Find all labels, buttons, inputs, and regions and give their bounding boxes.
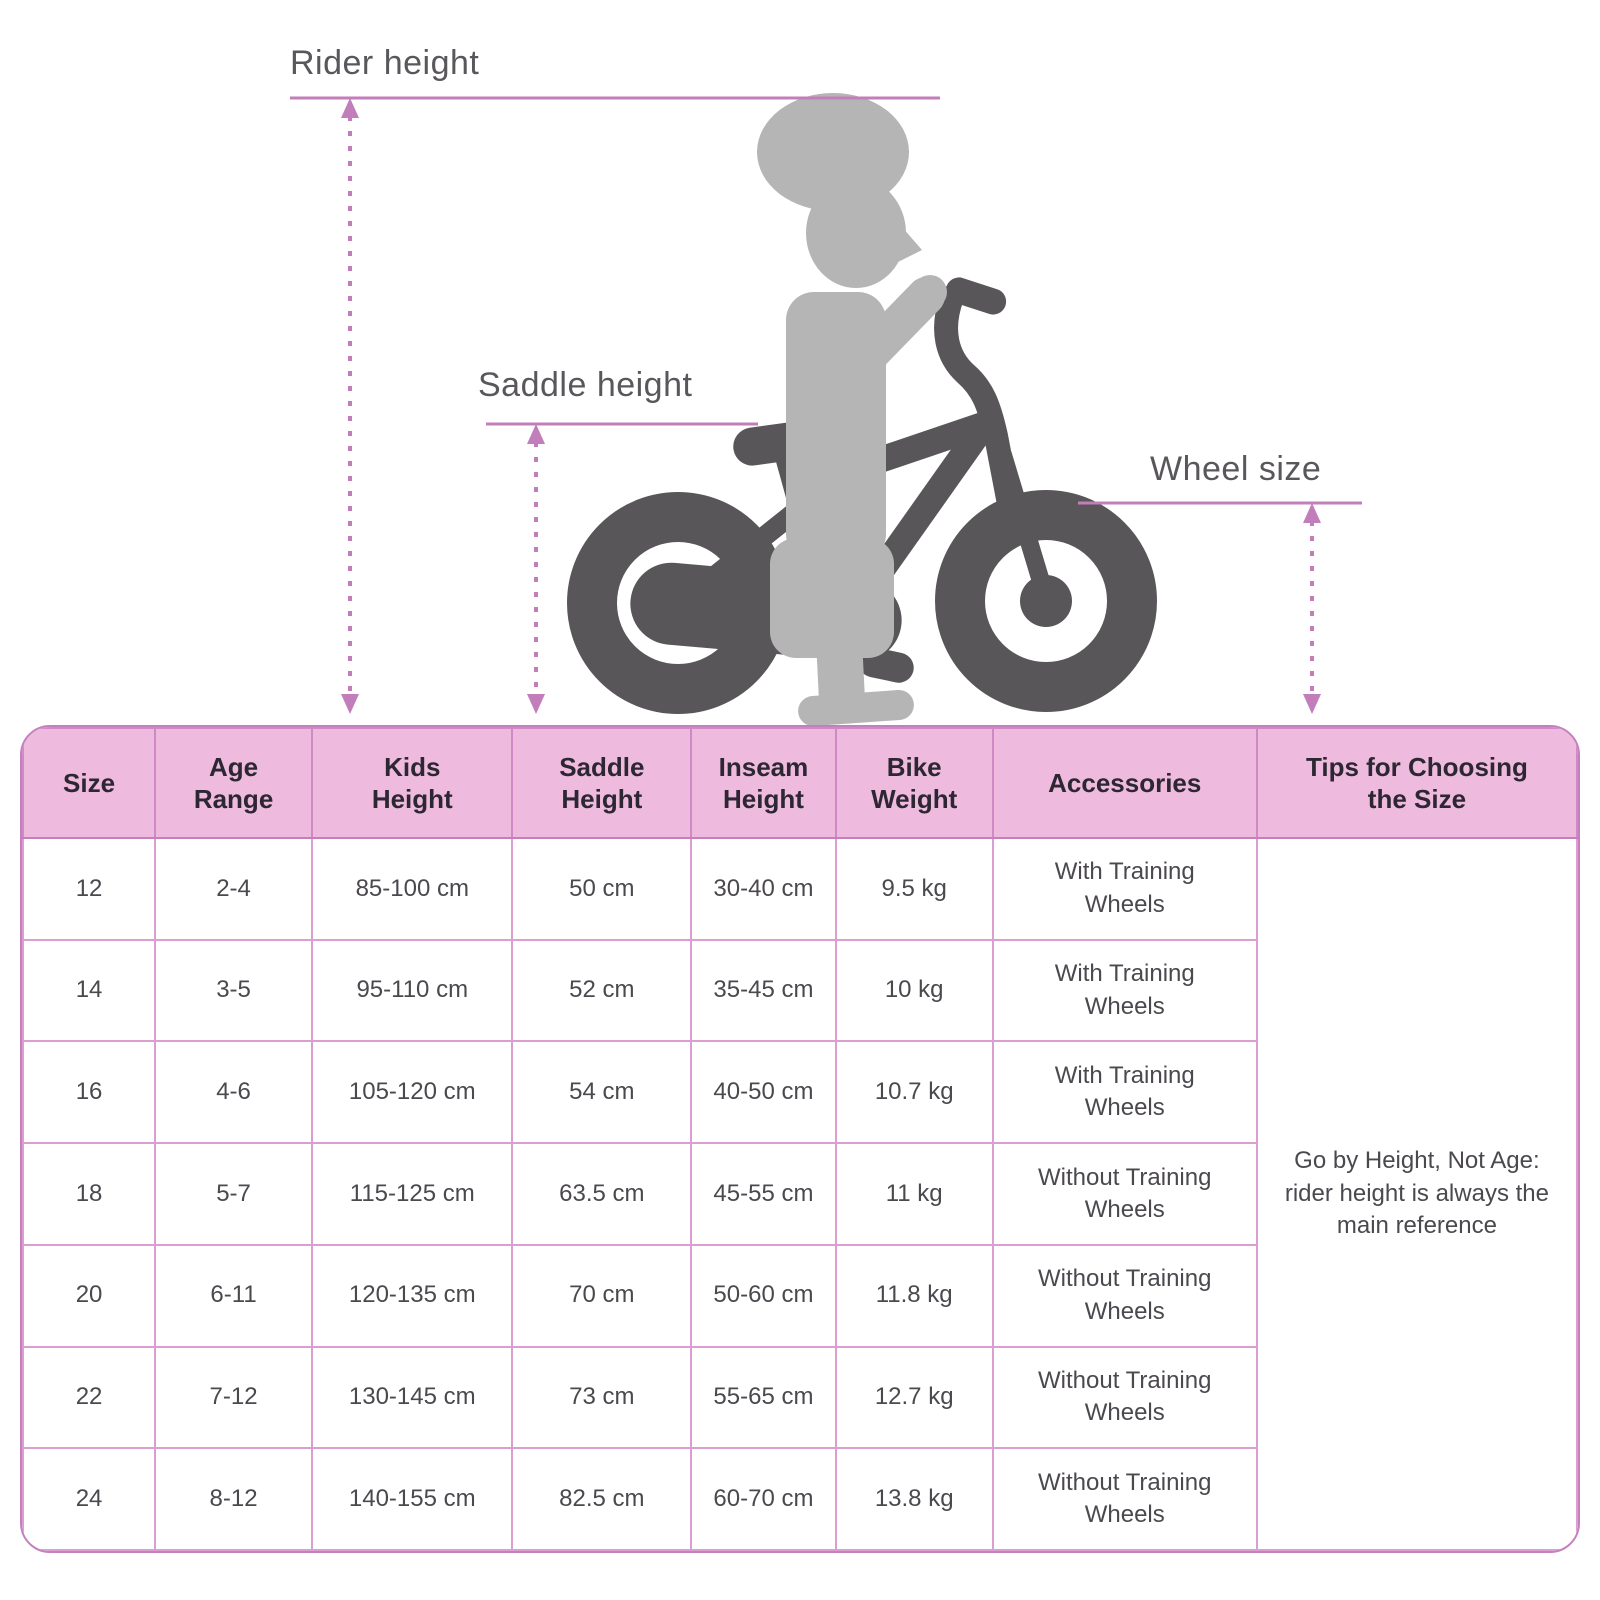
tips-cell: Go by Height, Not Age: rider height is a… [1255,837,1578,1551]
saddle-height-cell: 54 cm [511,1040,693,1145]
kids-height-cell: 105-120 cm [311,1040,514,1145]
size-cell: 14 [22,938,157,1043]
col-header-tips: Tips for Choosing the Size [1255,727,1578,839]
age-range-cell: 5-7 [154,1142,314,1246]
inseam-height-cell: 45-55 cm [690,1142,837,1246]
wheel-arrow-down-icon [1303,694,1321,714]
accessories-cell: Without Training Wheels [991,1447,1258,1551]
bike-weight-cell: 11.8 kg [834,1243,994,1348]
inseam-height-cell: 50-60 cm [690,1243,837,1348]
kids-height-cell: 115-125 cm [311,1142,514,1246]
leg [815,597,865,723]
inseam-height-cell: 55-65 cm [690,1345,837,1450]
inseam-height-cell: 35-45 cm [690,938,837,1043]
age-range-cell: 8-12 [154,1447,314,1551]
saddle-height-cell: 63.5 cm [511,1142,693,1246]
col-header-accessories: Accessories [991,727,1258,839]
accessories-cell: With Training Wheels [991,1040,1258,1145]
front-wheel [935,490,1157,712]
wheel-arrow-up-icon [1303,503,1321,523]
rider-arrow-down-icon [341,694,359,714]
kids-height-cell: 120-135 cm [311,1243,514,1348]
kids-height-cell: 140-155 cm [311,1447,514,1551]
size-cell: 20 [22,1243,157,1348]
table-row: 12 2-4 85-100 cm 50 cm 30-40 cm 9.5 kg W… [22,837,1578,1551]
kids-height-cell: 85-100 cm [311,837,514,941]
bike-weight-cell: 10 kg [834,938,994,1043]
bike-weight-cell: 12.7 kg [834,1345,994,1450]
child-silhouette [757,93,947,725]
size-cell: 12 [22,837,157,941]
table-row: 16 4-6 105-120 cm 54 cm 40-50 cm 10.7 kg… [22,1040,1577,1145]
saddle-height-label: Saddle height [478,366,693,404]
bike-weight-cell: 10.7 kg [834,1040,994,1145]
table-row: 18 5-7 115-125 cm 63.5 cm 45-55 cm 11 kg… [22,1142,1577,1246]
col-header-kids-height: Kids Height [311,727,514,839]
bike-and-child-illustration [290,93,1362,725]
saddle-height-cell: 70 cm [511,1243,693,1348]
nose [894,220,922,264]
table-row: 22 7-12 130-145 cm 73 cm 55-65 cm 12.7 k… [22,1345,1577,1450]
table-row: 14 3-5 95-110 cm 52 cm 35-45 cm 10 kg Wi… [22,938,1577,1043]
size-table-grid: Size Age Range Kids Height Saddle Height… [22,727,1578,1551]
header-row: Size Age Range Kids Height Saddle Height… [22,727,1578,839]
col-header-inseam-height: Inseam Height [690,727,837,839]
inseam-height-cell: 40-50 cm [690,1040,837,1145]
saddle-height-cell: 52 cm [511,938,693,1043]
head [806,178,906,288]
kids-height-cell: 95-110 cm [311,938,514,1043]
inseam-height-cell: 30-40 cm [690,837,837,941]
col-header-saddle-height: Saddle Height [511,727,693,839]
age-range-cell: 7-12 [154,1345,314,1450]
col-header-size: Size [22,727,157,839]
accessories-cell: Without Training Wheels [991,1243,1258,1348]
saddle-height-cell: 73 cm [511,1345,693,1450]
saddle-arrow-up-icon [527,424,545,444]
handlebar-grip [945,277,1007,315]
bike-weight-cell: 9.5 kg [834,837,994,941]
size-table: Size Age Range Kids Height Saddle Height… [20,725,1580,1553]
inseam-height-cell: 60-70 cm [690,1447,837,1551]
rider-arrow-up-icon [341,98,359,118]
accessories-cell: With Training Wheels [991,938,1258,1043]
age-range-cell: 3-5 [154,938,314,1043]
saddle-height-cell: 82.5 cm [511,1447,693,1551]
rider-height-label: Rider height [290,44,480,82]
bike-weight-cell: 11 kg [834,1142,994,1246]
table-row: 20 6-11 120-135 cm 70 cm 50-60 cm 11.8 k… [22,1243,1577,1348]
accessories-cell: Without Training Wheels [991,1345,1258,1450]
size-cell: 18 [22,1142,157,1246]
wheel-size-label: Wheel size [1150,450,1322,488]
size-cell: 22 [22,1345,157,1450]
col-header-age-range: Age Range [154,727,314,839]
age-range-cell: 4-6 [154,1040,314,1145]
saddle-height-cell: 50 cm [511,837,693,941]
bike-weight-cell: 13.8 kg [834,1447,994,1551]
size-cell: 24 [22,1447,157,1551]
col-header-bike-weight: Bike Weight [834,727,994,839]
arm [833,277,945,391]
saddle-arrow-down-icon [527,694,545,714]
size-cell: 16 [22,1040,157,1145]
table-row: 24 8-12 140-155 cm 82.5 cm 60-70 cm 13.8… [22,1447,1577,1551]
hand [913,275,947,309]
illustration-section: Rider height Saddle height Wheel size [0,0,1600,725]
accessories-cell: Without Training Wheels [991,1142,1258,1246]
accessories-cell: With Training Wheels [991,837,1258,941]
kids-height-cell: 130-145 cm [311,1345,514,1450]
age-range-cell: 6-11 [154,1243,314,1348]
age-range-cell: 2-4 [154,837,314,941]
measurement-lines [290,96,1362,714]
shoe [798,690,914,725]
